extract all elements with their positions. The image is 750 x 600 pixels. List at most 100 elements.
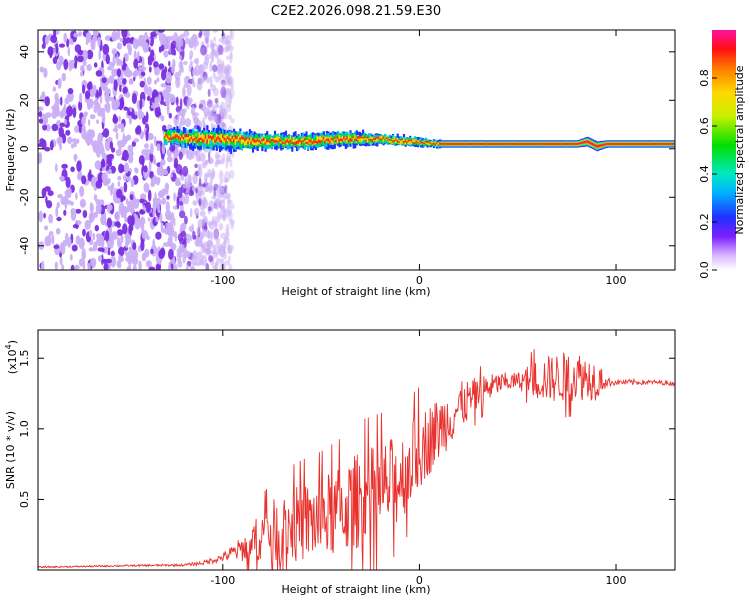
signal-cell [434, 143, 437, 146]
noise-dot [101, 77, 107, 84]
signal-cell [568, 143, 571, 145]
signal-cell [547, 143, 550, 145]
noise-dot [44, 96, 50, 107]
signal-cell [558, 143, 561, 145]
signal-cell [670, 143, 673, 145]
noise-dot [206, 240, 213, 245]
signal-cell [245, 139, 248, 145]
noise-dot [199, 120, 203, 130]
noise-dot [61, 264, 65, 270]
signal-cell [319, 136, 322, 143]
signal-cell [211, 136, 214, 140]
noise-dot [116, 68, 122, 78]
noise-dot [179, 169, 183, 176]
signal-cell [256, 139, 259, 146]
signal-cell [395, 139, 398, 141]
noise-dot [207, 157, 213, 165]
noise-dot [179, 98, 183, 110]
noise-dot [70, 166, 75, 173]
signal-cell [358, 136, 362, 142]
signal-cell [502, 143, 505, 145]
noise-dot [179, 205, 185, 212]
noise-dot [224, 44, 230, 52]
noise-dot [227, 248, 233, 254]
signal-cell [399, 138, 402, 141]
signal-cell [612, 143, 615, 145]
snr-frame [37, 329, 676, 571]
noise-dot [132, 38, 139, 50]
noise-dot [178, 243, 185, 253]
noise-dot [227, 244, 233, 255]
noise-dot [50, 34, 58, 44]
signal-cell [404, 140, 407, 145]
signal-cell [322, 136, 325, 140]
noise-dot [227, 242, 231, 253]
noise-dot [182, 183, 189, 189]
noise-dot [118, 115, 121, 123]
signal-cell [553, 143, 557, 145]
noise-dot [59, 257, 63, 266]
spectrogram-ticks: -100 0 100 -40 -20 0 20 40 [18, 30, 675, 287]
noise-dot [220, 62, 225, 73]
noise-dot [133, 138, 140, 143]
noise-dot [178, 55, 182, 60]
noise-dot [97, 109, 104, 117]
signal-cell [653, 143, 656, 145]
noise-dot [228, 244, 235, 251]
noise-dot [165, 201, 170, 213]
signal-cell [173, 133, 176, 139]
signal-cell [344, 138, 347, 141]
noise-dot [128, 246, 133, 253]
noise-dot [89, 202, 93, 212]
noise-dot [128, 78, 132, 85]
noise-dot [199, 30, 203, 37]
signal-cell [338, 135, 341, 140]
signal-cell [165, 134, 168, 140]
signal-cell [228, 136, 231, 145]
noise-dot [105, 54, 111, 65]
signal-cell [418, 140, 421, 142]
noise-dot [182, 253, 186, 264]
signal-cell [178, 136, 181, 140]
y-tick-label: -40 [18, 237, 31, 255]
signal-cell [401, 138, 404, 141]
signal-cell [413, 142, 417, 144]
noise-dot [75, 192, 78, 200]
noise-dot [121, 156, 125, 161]
signal-cell [442, 143, 445, 145]
signal-cell [431, 140, 434, 144]
signal-cell [511, 143, 514, 145]
signal-cell [277, 136, 280, 143]
noise-dot [149, 143, 154, 155]
signal-cell [240, 136, 244, 140]
snr-panel: -100 0 100 0.5 1.0 1.5 Height of straight lin… [4, 329, 676, 596]
spectrogram-y-label: Frequency (Hz) [4, 109, 17, 192]
noise-dot [122, 86, 128, 94]
noise-dot [176, 252, 183, 258]
signal-cell [542, 143, 546, 145]
noise-dot [94, 224, 100, 232]
noise-dot [93, 175, 96, 188]
signal-cell [459, 143, 462, 145]
signal-cell [248, 137, 251, 141]
noise-dot [205, 263, 210, 270]
signal-cell [267, 134, 270, 145]
noise-dot [223, 237, 227, 246]
signal-cell [173, 136, 176, 139]
noise-dot [121, 78, 127, 85]
signal-cell [396, 138, 399, 142]
snr-plot-area [38, 349, 675, 570]
noise-dot [74, 61, 78, 69]
signal-cell [206, 134, 209, 143]
signal-cell [621, 143, 624, 145]
noise-dot [61, 72, 67, 82]
noise-dot [207, 98, 212, 109]
signal-cell [406, 141, 409, 143]
noise-dot [107, 266, 111, 270]
noise-dot [121, 30, 128, 39]
noise-dot [130, 178, 135, 188]
noise-dot [195, 150, 201, 163]
noise-dot [190, 236, 193, 242]
noise-dot [87, 262, 91, 270]
signal-cell [330, 137, 333, 140]
